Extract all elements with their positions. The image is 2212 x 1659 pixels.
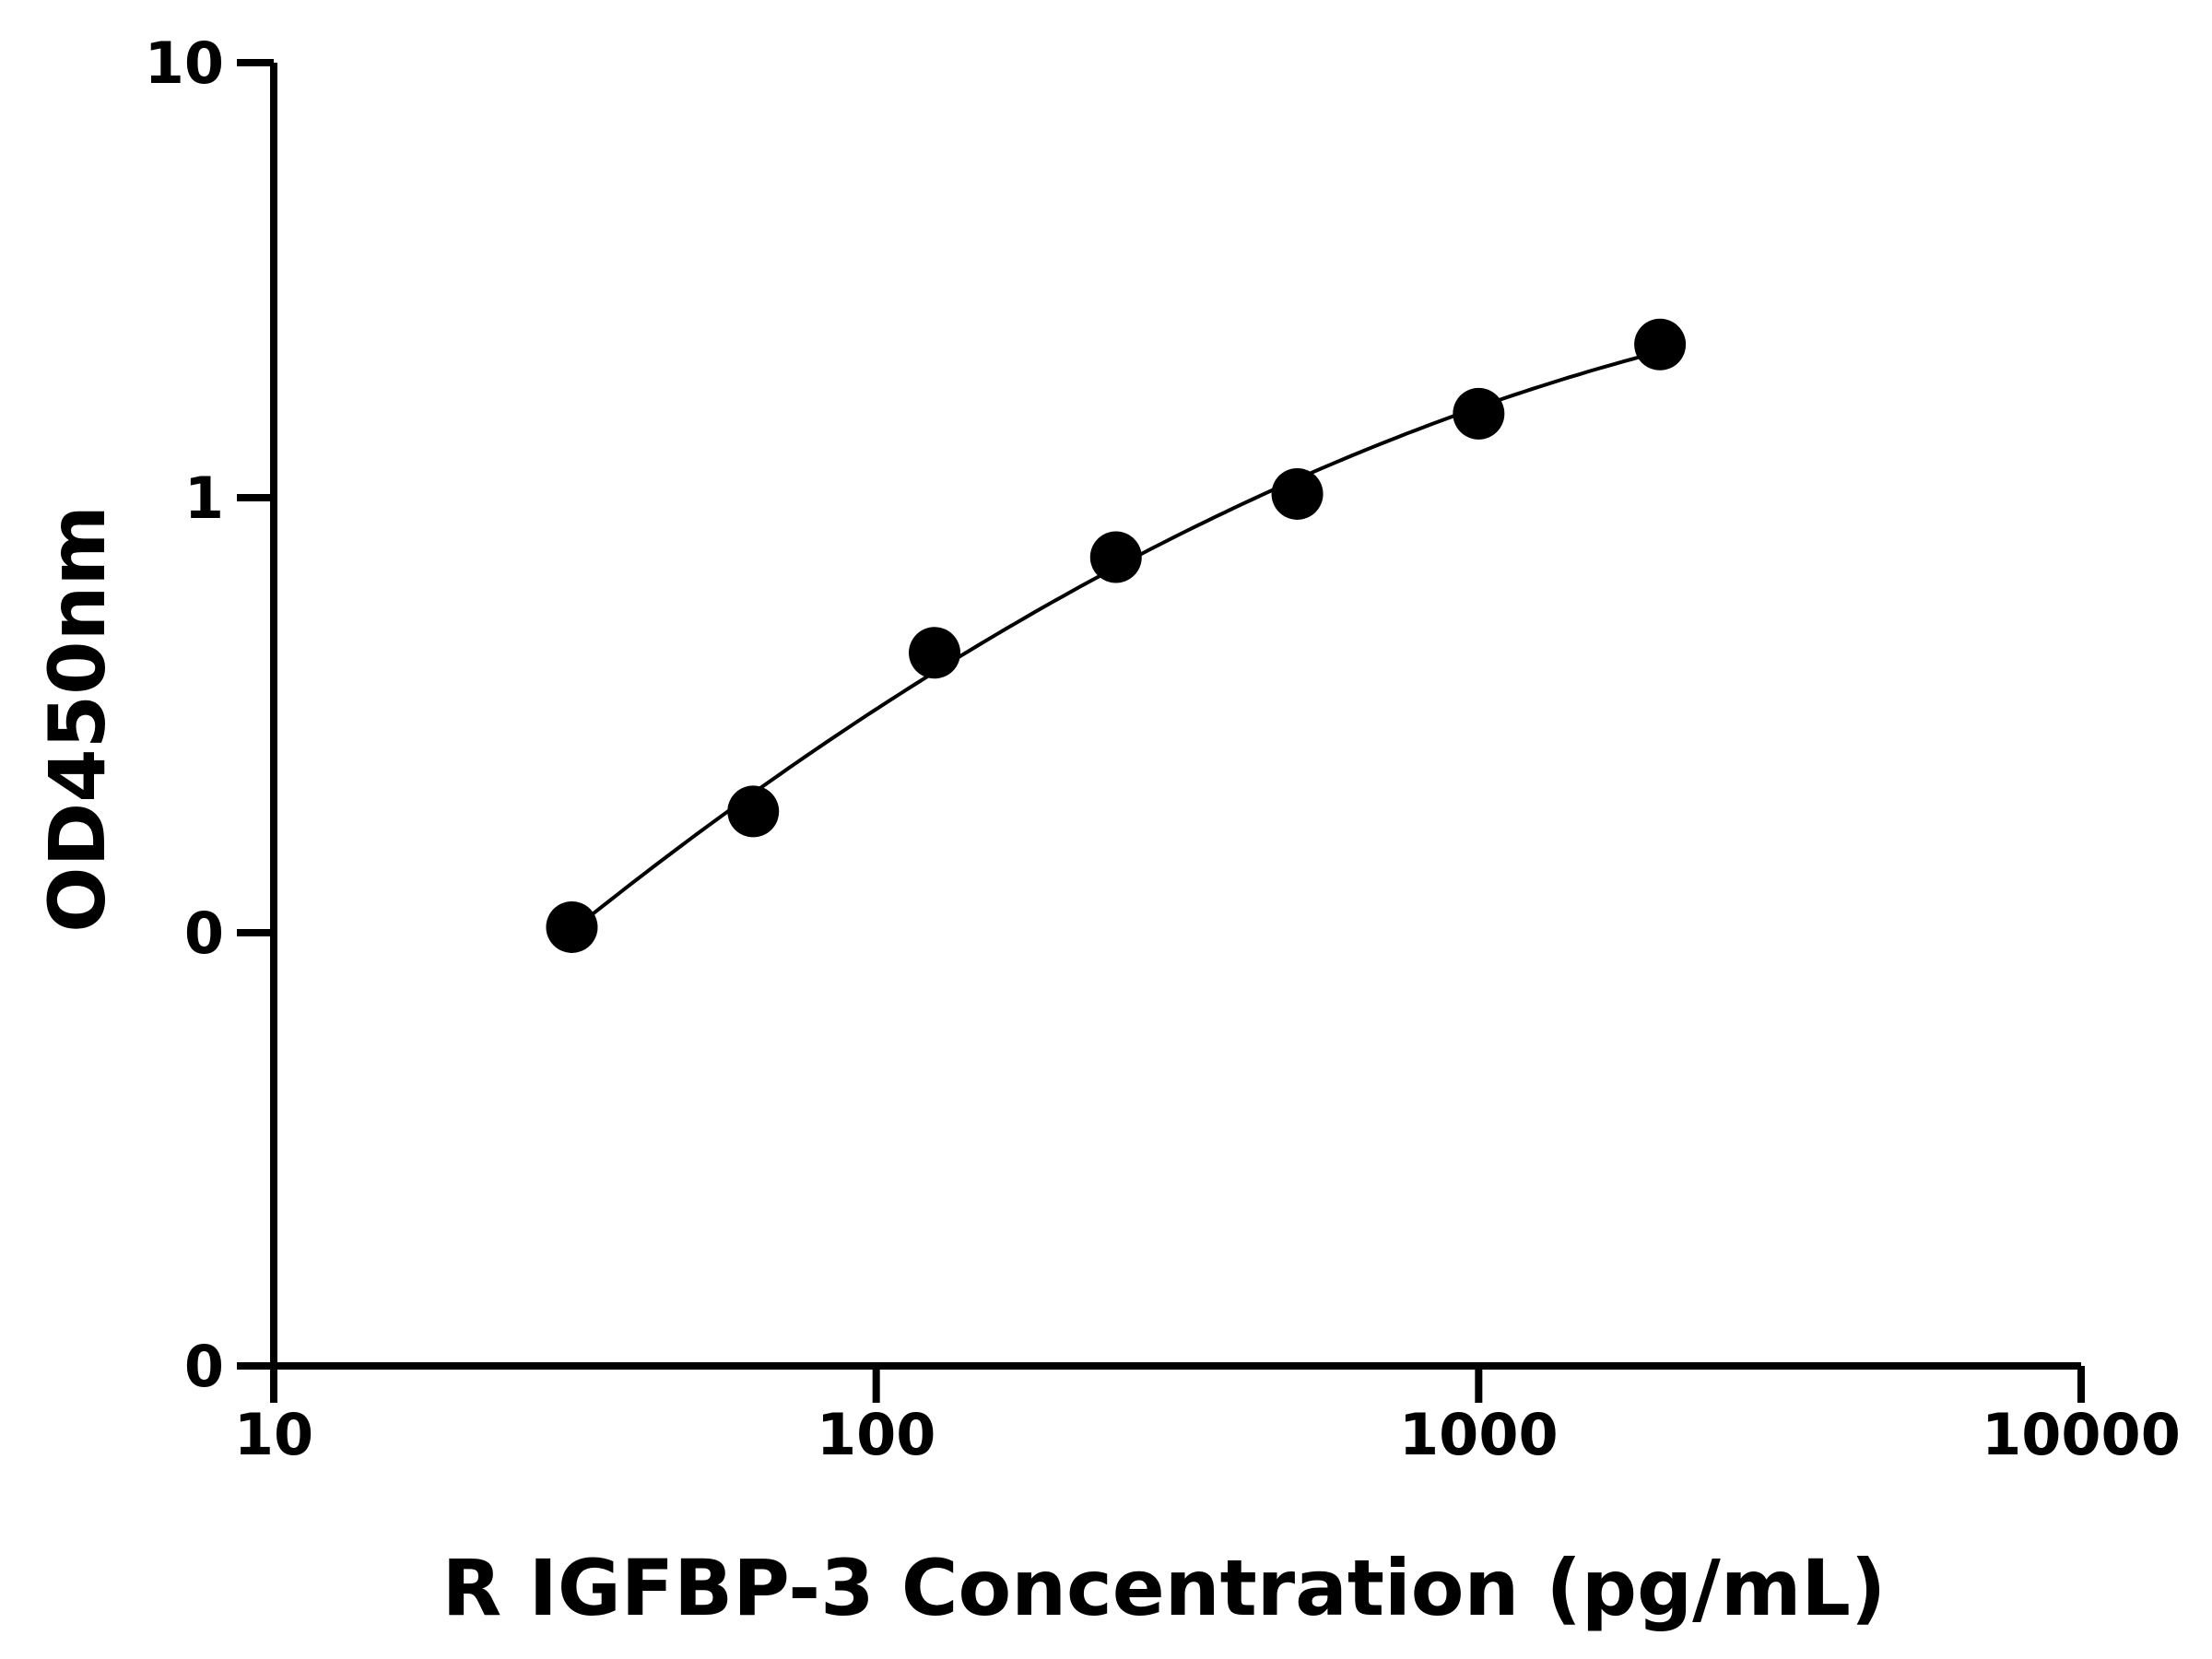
y-tick-label: 0 (184, 900, 224, 967)
data-point (909, 627, 961, 679)
y-tick-label: 0 (184, 1333, 224, 1400)
fit-curve (571, 349, 1661, 933)
data-point (1453, 387, 1505, 440)
data-point (1271, 467, 1324, 520)
data-point (727, 785, 780, 838)
data-point (1634, 318, 1687, 371)
x-axis-title: R IGFBP-3 Concentration (pg/mL) (442, 1543, 1887, 1633)
axes (270, 63, 2081, 1370)
x-ticks: 10 100 1000 10000 (234, 1366, 2181, 1468)
y-ticks: 0 0 1 10 (145, 29, 274, 1400)
y-tick-label: 10 (145, 29, 224, 97)
data-points (546, 318, 1687, 953)
data-point (1089, 531, 1142, 583)
y-tick-label: 1 (184, 465, 224, 532)
x-tick-label: 10 (234, 1401, 313, 1468)
data-point (546, 900, 598, 953)
x-tick-label: 100 (817, 1401, 935, 1468)
y-axis-title: OD450nm (32, 505, 123, 933)
x-tick-label: 10000 (1982, 1401, 2181, 1468)
x-tick-label: 1000 (1399, 1401, 1559, 1468)
